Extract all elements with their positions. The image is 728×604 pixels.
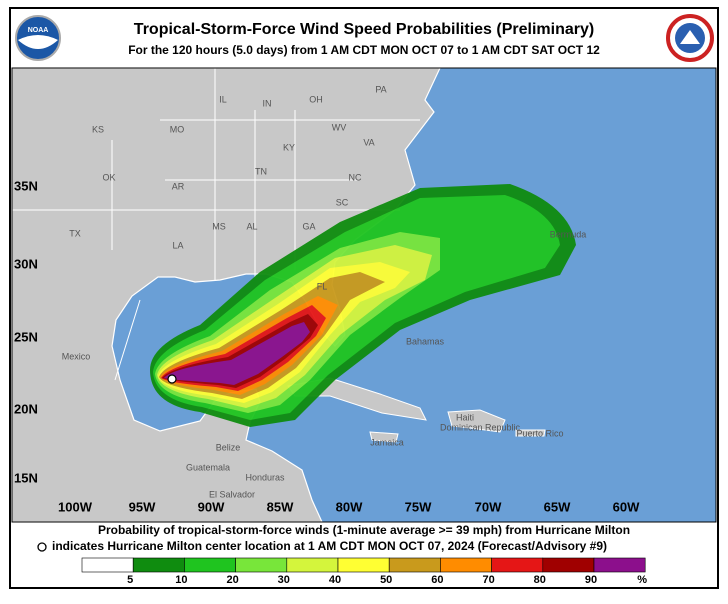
legend-swatch bbox=[542, 557, 595, 573]
place-label: Dominican Republic bbox=[440, 422, 521, 432]
place-label: OK bbox=[102, 172, 115, 182]
latitude-label: 35N bbox=[14, 178, 38, 193]
place-label: Honduras bbox=[245, 472, 285, 482]
legend-swatch bbox=[81, 557, 134, 573]
legend-label: 10 bbox=[175, 574, 187, 586]
subtitle: For the 120 hours (5.0 days) from 1 AM C… bbox=[128, 43, 600, 57]
longitude-label: 80W bbox=[336, 499, 363, 514]
legend-label: 60 bbox=[431, 574, 443, 586]
footer-line2: indicates Hurricane Milton center locati… bbox=[52, 539, 607, 553]
place-label: Bahamas bbox=[406, 336, 445, 346]
jamaica-island bbox=[369, 431, 399, 443]
puerto-rico-island bbox=[515, 429, 546, 437]
place-label: AR bbox=[172, 181, 185, 191]
latitude-label: 20N bbox=[14, 401, 38, 416]
nws-logo bbox=[666, 14, 714, 62]
longitude-label: 85W bbox=[267, 499, 294, 514]
map-border bbox=[11, 67, 717, 523]
longitude-label: 95W bbox=[129, 499, 156, 514]
place-label: MO bbox=[170, 124, 185, 134]
grid-labels: 100W 95W 90W 85W 80W 75W 70W 65W 60W 35N 30N 25N 20N… bbox=[14, 178, 640, 514]
noaa-logo-text: NOAA bbox=[28, 27, 49, 34]
legend-swatch bbox=[286, 557, 339, 573]
place-label: SC bbox=[336, 197, 349, 207]
place-label: Puerto Rico bbox=[516, 428, 563, 438]
place-label: OH bbox=[309, 94, 323, 104]
longitude-label: 65W bbox=[544, 499, 571, 514]
place-label: KS bbox=[92, 124, 104, 134]
legend-swatch bbox=[337, 557, 390, 573]
place-label: AL bbox=[246, 221, 257, 231]
nws-logo-mark bbox=[680, 30, 700, 44]
place-label: TX bbox=[69, 228, 81, 238]
place-label: GA bbox=[302, 221, 315, 231]
legend-swatch bbox=[184, 557, 236, 573]
legend: 5 10 20 30 40 50 60 70 80 90% bbox=[81, 557, 647, 586]
place-label: NC bbox=[349, 172, 362, 182]
latitude-label: 30N bbox=[14, 256, 38, 271]
place-label: IN bbox=[263, 98, 272, 108]
place-label: LA bbox=[172, 240, 183, 250]
place-label: El Salvador bbox=[209, 489, 255, 499]
center-symbol bbox=[37, 542, 47, 552]
place-label: PA bbox=[375, 84, 386, 94]
place-label: TN bbox=[255, 166, 267, 176]
longitude-label: 60W bbox=[613, 499, 640, 514]
hispaniola bbox=[447, 409, 506, 433]
legend-label: 20 bbox=[226, 574, 238, 586]
title: Tropical-Storm-Force Wind Speed Probabil… bbox=[134, 21, 594, 38]
place-label: FL bbox=[317, 281, 328, 291]
legend-label: 90 bbox=[585, 574, 597, 586]
place-label: IL bbox=[219, 94, 227, 104]
latitude-label: 25N bbox=[14, 329, 38, 344]
longitude-label: 100W bbox=[58, 499, 93, 514]
place-labels: KS MO IL IN OH PA WV VA KY TN NC OK AR SC MS AL GA LA TX FL… bbox=[62, 84, 587, 499]
latitude-label: 15N bbox=[14, 470, 38, 485]
legend-label: 50 bbox=[380, 574, 392, 586]
borders bbox=[12, 68, 420, 381]
map: KS MO IL IN OH PA WV VA KY TN NC OK AR SC MS AL GA LA TX FL… bbox=[12, 68, 716, 522]
legend-label: 30 bbox=[278, 574, 290, 586]
place-label: Guatemala bbox=[186, 462, 230, 472]
place-label: Haiti bbox=[456, 412, 474, 422]
longitude-label: 70W bbox=[475, 499, 502, 514]
place-label: MS bbox=[212, 221, 226, 231]
legend-swatch bbox=[388, 557, 441, 573]
legend-label: 70 bbox=[482, 574, 494, 586]
legend-label: 5 bbox=[127, 574, 133, 586]
place-label: Bermuda bbox=[550, 229, 587, 239]
storm-center bbox=[167, 374, 177, 384]
longitude-label: 90W bbox=[198, 499, 225, 514]
legend-swatch bbox=[491, 557, 544, 573]
noaa-logo-wave bbox=[18, 35, 58, 49]
legend-label: 80 bbox=[534, 574, 546, 586]
place-label: KY bbox=[283, 142, 295, 152]
noaa-logo: NOAA bbox=[15, 15, 61, 61]
footer-line1: Probability of tropical-storm-force wind… bbox=[98, 523, 630, 537]
longitude-label: 75W bbox=[405, 499, 432, 514]
legend-swatch bbox=[132, 557, 185, 573]
legend-swatch bbox=[593, 557, 646, 573]
place-label: Belize bbox=[216, 442, 241, 452]
place-label: VA bbox=[363, 137, 374, 147]
legend-swatch bbox=[440, 557, 492, 573]
legend-label: % bbox=[637, 574, 647, 586]
place-label: Jamaica bbox=[370, 437, 404, 447]
band-90 bbox=[164, 322, 310, 385]
legend-swatch bbox=[235, 557, 288, 573]
probability-swath bbox=[150, 184, 576, 427]
place-label: Mexico bbox=[62, 351, 91, 361]
place-label: WV bbox=[332, 122, 347, 132]
legend-label: 40 bbox=[329, 574, 341, 586]
